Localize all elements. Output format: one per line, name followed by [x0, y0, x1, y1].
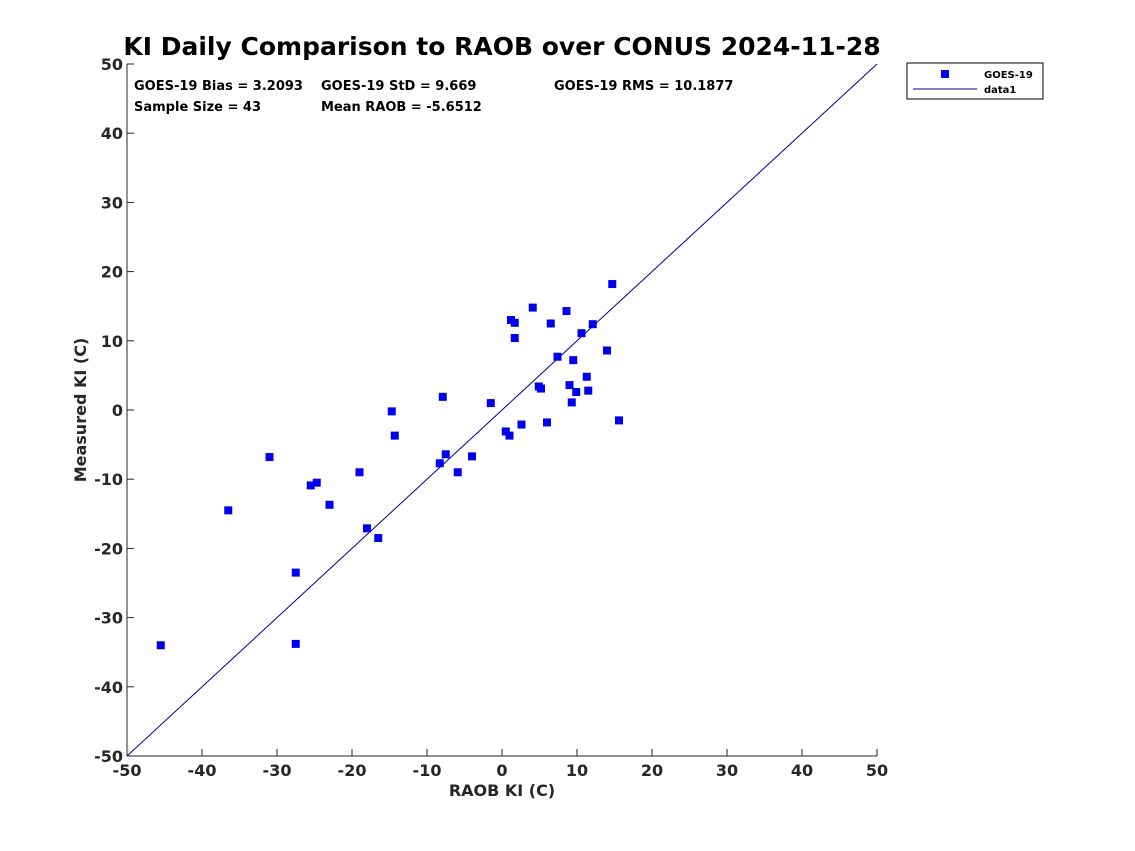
y-tick-label: -10: [94, 470, 123, 489]
y-tick-label: 0: [112, 401, 123, 420]
data-point: [615, 416, 623, 425]
stat-rms: GOES-19 RMS = 10.1877: [554, 79, 733, 94]
y-tick-label: -40: [94, 678, 123, 697]
data-point: [435, 459, 444, 468]
x-tick-label: -50: [113, 761, 142, 780]
data-point: [486, 399, 495, 408]
data-point: [312, 478, 321, 487]
data-point: [156, 641, 165, 650]
data-point: [510, 318, 519, 327]
data-point: [517, 420, 526, 429]
x-tick-label: 40: [791, 761, 813, 780]
data-point: [265, 453, 274, 462]
x-tick-label: -10: [413, 761, 442, 780]
data-point: [543, 418, 551, 427]
y-tick-label: 40: [101, 124, 123, 143]
data-point: [224, 506, 233, 515]
x-tick-label: 0: [496, 761, 507, 780]
legend-label-goes-19: GOES-19: [984, 70, 1033, 81]
data-point: [387, 407, 396, 416]
data-point: [565, 381, 574, 390]
data-point: [567, 398, 576, 407]
x-tick-label: 30: [716, 761, 738, 780]
data-point: [588, 320, 597, 329]
chart-title: KI Daily Comparison to RAOB over CONUS 2…: [123, 32, 880, 61]
y-tick-label: 50: [101, 55, 123, 74]
stat-bias: GOES-19 Bias = 3.2093: [134, 79, 303, 94]
data-point: [546, 319, 555, 328]
x-tick-label: -40: [188, 761, 217, 780]
legend: GOES-19 data1: [906, 62, 1044, 100]
data-point: [438, 392, 447, 401]
y-tick-label: -50: [94, 747, 123, 766]
legend-box: [906, 62, 1044, 100]
stat-sample-size: Sample Size = 43: [134, 100, 261, 115]
data-point: [572, 388, 581, 397]
y-tick-label: -30: [94, 609, 123, 628]
x-tick-label: -20: [338, 761, 367, 780]
data-point: [505, 431, 514, 440]
data-point: [501, 427, 510, 436]
x-tick-label: -30: [263, 761, 292, 780]
data-point: [577, 329, 586, 338]
data-point: [537, 384, 545, 393]
y-tick-label: 10: [101, 332, 123, 351]
data-point: [441, 450, 450, 459]
y-tick-label: -20: [94, 539, 123, 558]
x-tick-label: 50: [866, 761, 888, 780]
legend-marker-goes-19: [941, 70, 949, 78]
plot-area: -50 -40 -30 -20 -10 0 10 20 30 40 50 -50 -40 -30 -20 -1…: [94, 55, 888, 780]
series-line-data1: [126, 63, 878, 757]
data-point: [325, 500, 334, 509]
y-tick-label: 20: [101, 263, 123, 282]
data-point: [510, 334, 519, 343]
legend-label-data1: data1: [984, 85, 1016, 96]
data-point: [355, 468, 364, 477]
y-tick-label: 30: [101, 193, 123, 212]
data-point: [584, 386, 593, 395]
data-point: [608, 280, 617, 289]
data-point: [291, 639, 300, 648]
data-point: [306, 481, 315, 490]
data-point: [562, 307, 571, 316]
data-point: [390, 431, 399, 440]
data-point: [603, 346, 611, 355]
data-point: [363, 524, 371, 533]
data-point: [291, 568, 300, 577]
x-axis-label: RAOB KI (C): [449, 781, 555, 800]
data-point: [528, 303, 537, 312]
y-axis-label: Measured KI (C): [71, 338, 90, 483]
x-tick-label: 20: [641, 761, 663, 780]
stat-mean-raob: Mean RAOB = -5.6512: [321, 100, 482, 115]
data-point: [453, 468, 462, 477]
stat-std: GOES-19 StD = 9.669: [321, 79, 476, 94]
data-point: [569, 356, 578, 365]
data-point: [468, 452, 476, 461]
data-point: [374, 534, 383, 543]
data-point: [582, 372, 591, 381]
data-point: [553, 352, 562, 361]
x-tick-label: 10: [566, 761, 588, 780]
